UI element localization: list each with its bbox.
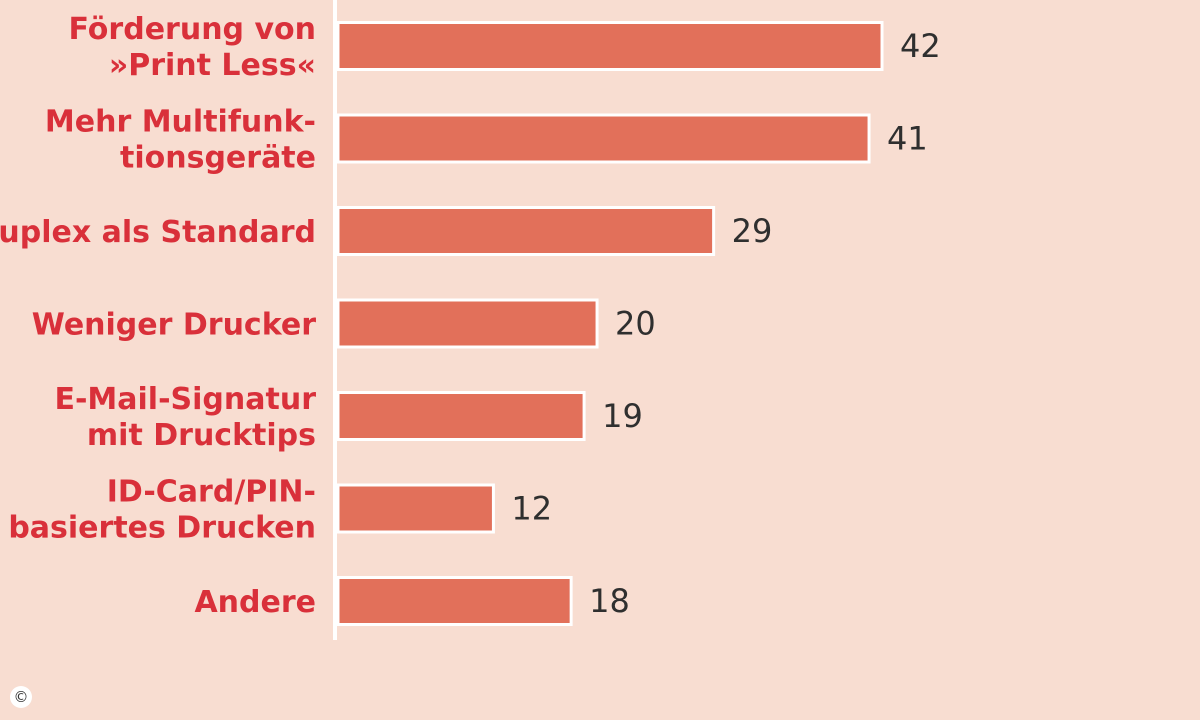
bar-6	[336, 576, 573, 626]
value-label-1: 41	[887, 120, 928, 158]
value-label-5: 12	[511, 490, 552, 528]
value-label-6: 18	[589, 582, 630, 620]
category-label-1-line-0: Mehr Multifunk-	[45, 105, 316, 140]
copyright-icon: ©	[10, 686, 32, 708]
category-label-0-line-1: »Print Less«	[109, 48, 316, 83]
bar-5	[336, 483, 495, 534]
category-label-2-line-0: Duplex als Standard	[0, 215, 316, 250]
category-label-5-line-1: basiertes Drucken	[8, 511, 316, 546]
bar-2	[336, 206, 716, 256]
category-label-1-line-1: tionsgeräte	[120, 141, 316, 176]
bar-0	[336, 21, 884, 71]
value-label-3: 20	[615, 305, 656, 343]
bar-4	[336, 391, 586, 441]
category-label-0-line-0: Förderung von	[69, 12, 316, 47]
category-label-3-line-0: Weniger Drucker	[32, 308, 316, 343]
value-label-4: 19	[602, 397, 643, 435]
category-label-6-line-0: Andere	[194, 585, 316, 620]
category-label-4-line-1: mit Drucktips	[87, 418, 316, 453]
value-label-0: 42	[900, 27, 941, 65]
category-label-4-line-0: E-Mail-Signatur	[54, 382, 316, 417]
bar-1	[336, 113, 871, 164]
value-label-2: 29	[732, 212, 773, 250]
bar-3	[336, 298, 599, 349]
category-label-5-line-0: ID-Card/PIN-	[107, 475, 316, 510]
